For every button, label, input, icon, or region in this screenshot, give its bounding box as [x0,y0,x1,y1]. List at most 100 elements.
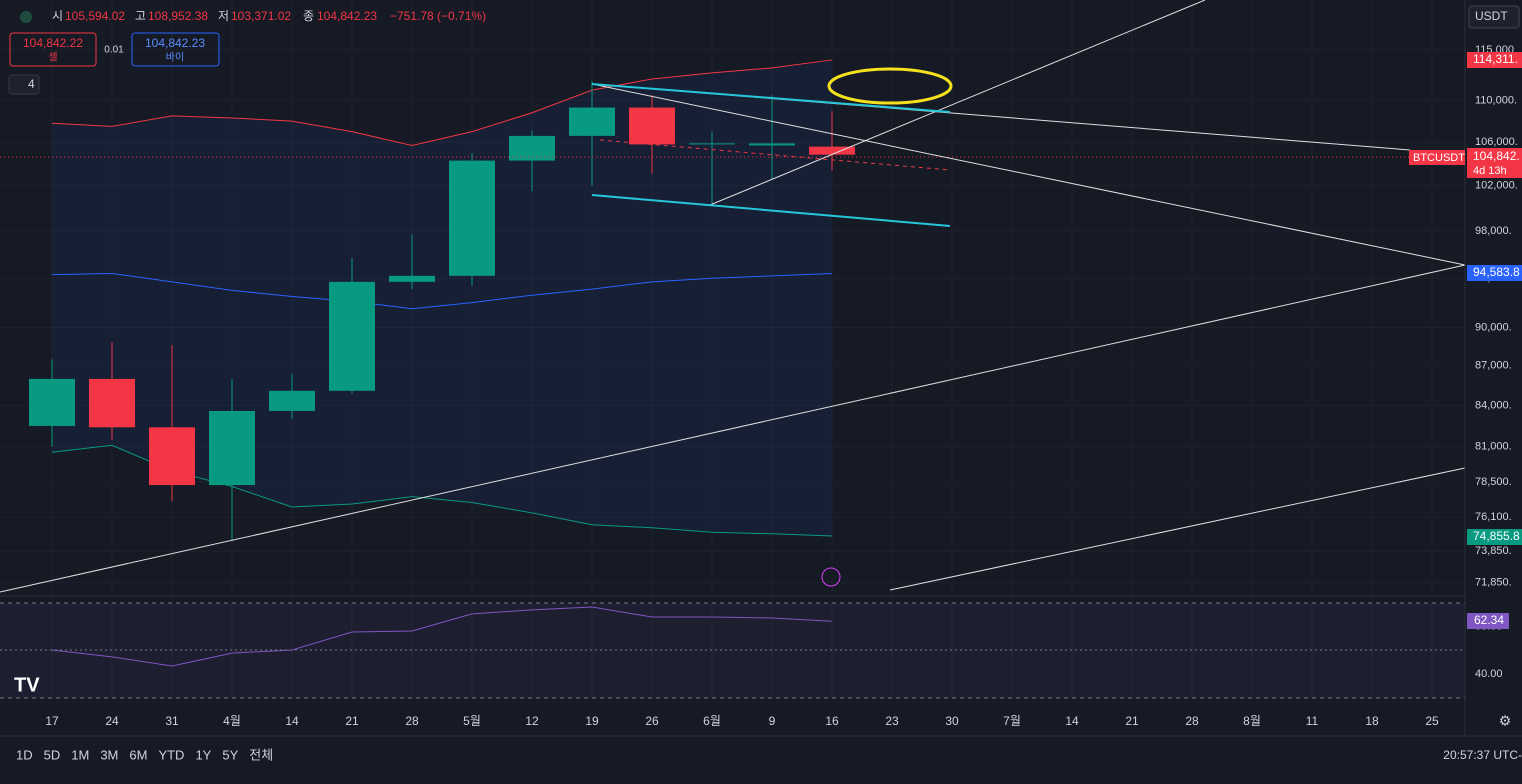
middle-band-tag: 94,583.8 [1473,265,1520,279]
x-tick-label: 14 [285,714,299,728]
y-tick-label: 102,000. [1475,180,1518,192]
y-tick-label: 98,000. [1475,225,1512,237]
x-tick-label: 24 [105,714,119,728]
l-label: 저 [218,9,229,23]
y-tick-label: 84,000. [1475,399,1512,411]
y-tick-label: 73,850. [1475,545,1512,557]
range-button[interactable]: 1M [71,747,89,762]
c-label: 종 [303,9,314,23]
trend-line [591,83,1466,266]
x-tick-label: 9 [769,714,776,728]
l-value: 103,371.02 [231,9,291,23]
lower-band-tag: 74,855.8 [1473,529,1520,543]
clock: 20:57:37 UTC- [1443,748,1522,762]
upper-band-tag: 114,311. [1473,52,1518,66]
dashed-projection [599,139,951,171]
x-tick-label: 30 [945,714,959,728]
c-value: 104,842.23 [317,9,377,23]
sell-label[interactable]: 셀 [48,52,57,64]
candle-body [149,427,195,486]
x-tick-label: 16 [825,714,839,728]
candle-body [689,143,735,145]
buy-price[interactable]: 104,842.23 [145,36,205,50]
tag-bg [1467,613,1509,629]
alert-icon [821,567,841,587]
x-tick-label: 11 [1306,714,1319,728]
x-tick-label: 28 [1185,714,1199,728]
marks [29,59,855,667]
indicator-count[interactable]: 4 [28,77,35,91]
rsi-tag: 62.34 [1474,613,1504,627]
x-tick-label: 28 [405,714,419,728]
y-tick-label: 76,100. [1475,511,1512,523]
x-tick-label: 21 [345,714,359,728]
tag-bg [1467,148,1522,178]
o-value: 105,594.02 [65,9,125,23]
sell-price[interactable]: 104,842.22 [23,36,83,50]
candle-body [749,143,795,146]
h-value: 108,952.38 [148,9,208,23]
logo: TV [14,674,40,696]
candle-body [389,275,435,282]
spread: 0.01 [104,45,124,56]
o-label: 시 [52,9,63,23]
upper-band [51,59,833,146]
status-dot [20,11,32,23]
range-button[interactable]: YTD [158,747,184,762]
candle-body [629,107,675,145]
grid: 115,000110,000.106,000.102,000.98,000.94… [45,43,1518,729]
buy-label[interactable]: 바이 [166,52,184,64]
buy-button[interactable] [131,32,220,67]
symbol-tag: BTCUSDT [1413,152,1465,164]
x-tick-label: 31 [165,714,179,728]
channel-line [591,83,951,113]
sell-button[interactable] [9,32,97,67]
candle-body [329,281,375,391]
candle-body [89,378,135,428]
y-tick-label: 78,500. [1475,476,1512,488]
currency[interactable]: USDT [1475,9,1508,23]
change: −751.78 (−0.71%) [390,9,486,23]
range-button[interactable]: 1D [16,747,33,762]
x-tick-label: 7월 [1003,714,1021,728]
channel-line [591,194,951,227]
tag-bg [1467,52,1522,68]
x-tick-label: 8월 [1243,714,1261,728]
drawings [0,0,1522,737]
y-tick-label: 87,000. [1475,360,1512,372]
x-tick-label: 25 [1425,714,1439,728]
last-price-tag: 104,842. [1473,149,1520,163]
indicator-toggle[interactable] [8,74,40,95]
candle-body [209,410,255,486]
range-button[interactable]: 5D [44,747,61,762]
range-button[interactable]: 5Y [222,747,238,762]
tag-bg [1409,150,1465,165]
candle-body [569,107,615,136]
x-tick-label: 19 [585,714,599,728]
candle-body [449,160,495,276]
x-tick-label: 26 [645,714,659,728]
x-tick-label: 14 [1065,714,1079,728]
candle-body [809,146,855,155]
rsi-fill [0,603,1465,698]
x-tick-label: 18 [1365,714,1379,728]
range-button[interactable]: 1Y [195,747,211,762]
trend-line [889,467,1466,591]
highlight-ellipse [827,67,953,105]
h-label: 고 [135,9,146,23]
x-tick-label: 4월 [223,714,241,728]
candle-body [269,390,315,411]
range-button[interactable]: 3M [100,747,118,762]
currency-select[interactable] [1468,5,1520,29]
x-tick-label: 21 [1125,714,1139,728]
y-tick-label: 110,000. [1475,94,1517,106]
y-tick-label: 90,000. [1475,321,1512,333]
range-button[interactable]: 전체 [249,747,273,762]
settings-icon[interactable]: ⚙ [1499,713,1512,729]
tag-bg [1467,265,1522,281]
range-button[interactable]: 6M [129,747,147,762]
x-tick-label: 5월 [463,714,481,728]
x-tick-label: 17 [45,714,59,728]
